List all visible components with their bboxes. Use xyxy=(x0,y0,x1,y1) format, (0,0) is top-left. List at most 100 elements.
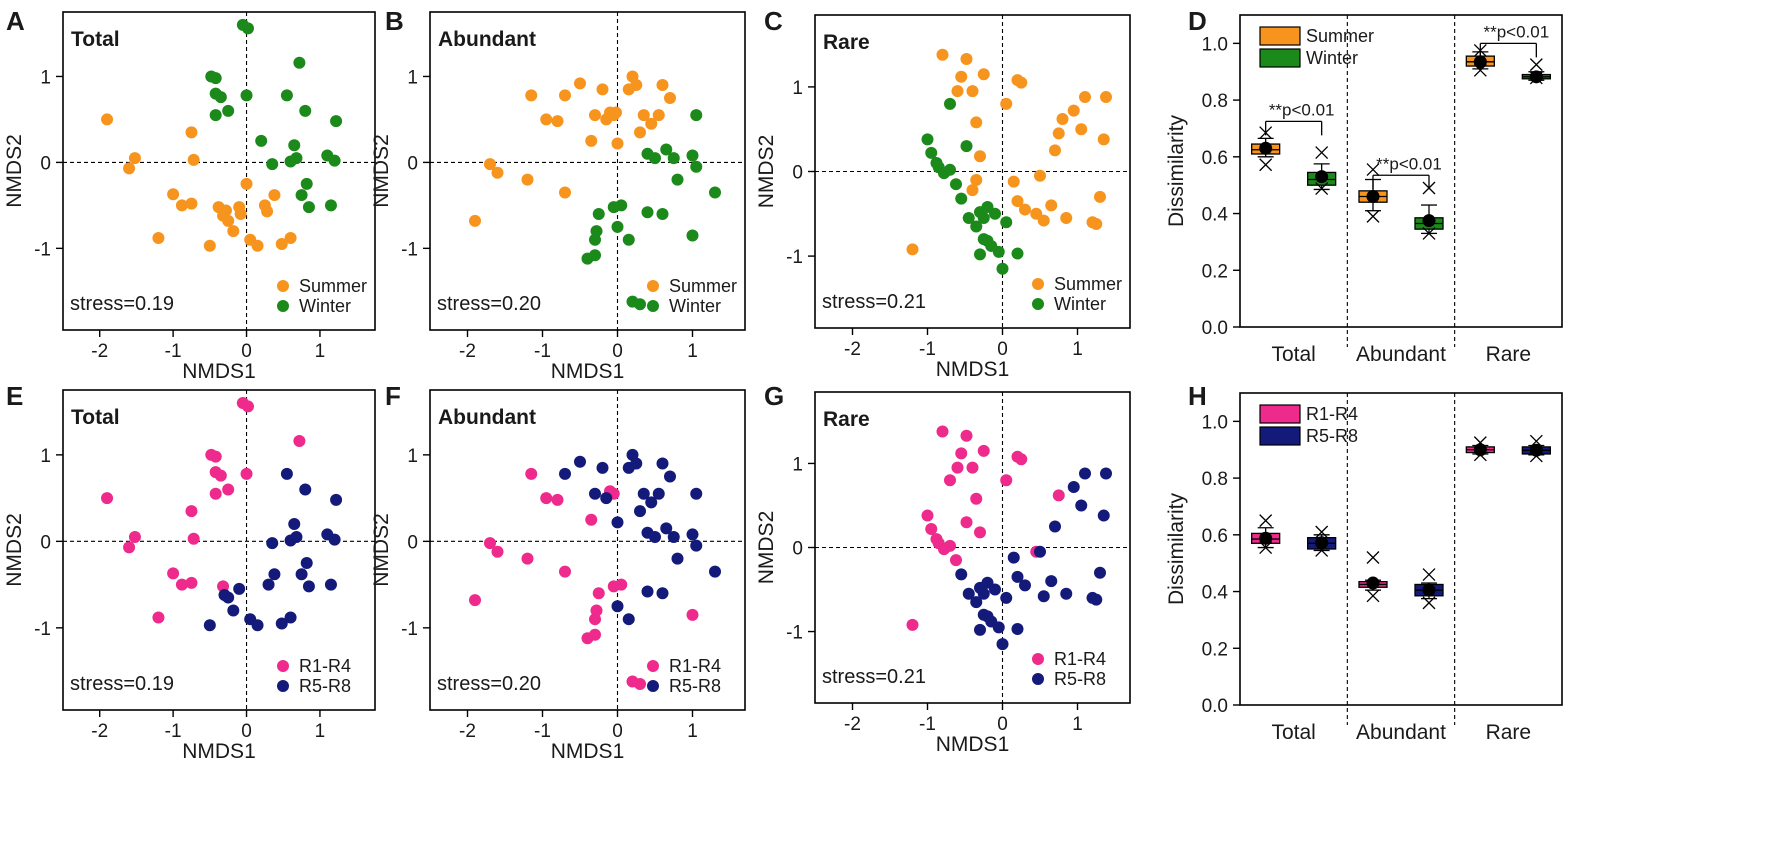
box-extreme-marker xyxy=(1259,541,1273,555)
data-point xyxy=(209,72,222,85)
box-extreme-marker xyxy=(1473,436,1487,450)
data-point xyxy=(299,483,312,496)
data-point xyxy=(214,91,227,104)
plot-frame xyxy=(62,11,376,331)
x-tick-label: -1 xyxy=(165,721,182,742)
data-point xyxy=(989,583,1001,596)
data-point xyxy=(222,483,235,496)
significance-label: **p<0.01 xyxy=(1269,100,1335,119)
data-point xyxy=(970,173,983,186)
plot-frame xyxy=(1239,14,1563,328)
x-axis-title: NMDS1 xyxy=(551,740,625,763)
data-point xyxy=(656,587,669,600)
data-point xyxy=(656,79,669,92)
data-point xyxy=(611,516,624,529)
data-point xyxy=(970,220,983,233)
data-point xyxy=(955,192,968,205)
box-mean xyxy=(1529,70,1543,84)
data-point xyxy=(686,608,699,621)
data-point xyxy=(622,613,635,626)
data-point xyxy=(540,492,553,505)
data-point xyxy=(686,229,699,242)
data-point xyxy=(660,522,673,535)
box-extreme-marker xyxy=(1422,226,1436,240)
panel-b: -2 -1 0 1 -1 0 1 NMDS1 NMDS2 B Abundant stress=0.20… xyxy=(370,6,746,383)
data-point xyxy=(671,552,684,565)
data-point xyxy=(966,85,979,98)
data-point xyxy=(261,205,274,218)
data-point xyxy=(300,556,313,569)
panel-letter: F xyxy=(385,381,401,411)
data-point xyxy=(977,212,990,225)
legend-marker xyxy=(647,660,659,672)
data-point xyxy=(989,207,1001,220)
box-mean xyxy=(1259,531,1273,545)
data-point xyxy=(219,204,232,217)
data-point xyxy=(203,619,216,632)
data-point xyxy=(540,113,553,126)
panel-title: Abundant xyxy=(438,28,536,51)
box-mean xyxy=(1315,536,1329,550)
y-tick-label: 0.4 xyxy=(1202,205,1229,226)
data-point xyxy=(925,146,938,159)
data-point xyxy=(709,186,721,199)
data-point xyxy=(921,509,934,522)
data-point xyxy=(960,52,973,65)
data-point xyxy=(128,152,141,165)
data-point xyxy=(214,469,227,482)
box-mean xyxy=(1366,190,1380,204)
y-tick-label: -1 xyxy=(401,619,418,640)
plot-frame xyxy=(62,389,376,711)
legend-marker xyxy=(277,680,289,692)
legend-label: R5-R8 xyxy=(1306,426,1358,446)
data-point xyxy=(251,619,264,632)
stress-label: stress=0.21 xyxy=(822,666,926,688)
data-point xyxy=(559,565,571,578)
data-point xyxy=(559,467,571,480)
data-point xyxy=(1037,214,1050,227)
legend-swatch xyxy=(1259,26,1301,46)
data-point xyxy=(611,600,624,613)
y-axis-title: Dissimilarity xyxy=(1165,493,1188,605)
data-point xyxy=(610,106,622,119)
data-point xyxy=(1015,76,1028,89)
x-category-label: Rare xyxy=(1486,721,1532,744)
data-point xyxy=(1056,113,1069,126)
legend-marker xyxy=(647,680,659,692)
data-point xyxy=(686,149,699,162)
legend-label: Winter xyxy=(1306,48,1358,68)
panel-f: -2 -1 0 1 -1 0 1 NMDS1 NMDS2 F Abundant stress=0.20… xyxy=(370,381,746,763)
y-tick-label: 1 xyxy=(40,67,51,88)
data-point xyxy=(1090,217,1103,230)
y-tick-label: 0 xyxy=(40,532,51,553)
data-point xyxy=(951,85,964,98)
data-point xyxy=(234,207,247,220)
data-point xyxy=(521,552,534,565)
legend-label: Winter xyxy=(669,296,721,316)
data-point xyxy=(152,611,165,624)
data-point xyxy=(951,461,964,474)
data-point xyxy=(469,214,481,227)
data-point xyxy=(227,604,240,617)
y-tick-label: 0.2 xyxy=(1202,261,1228,282)
data-point xyxy=(1060,587,1073,600)
legend-label: Winter xyxy=(1054,294,1106,314)
data-point xyxy=(950,554,962,567)
y-tick-label: 0.2 xyxy=(1202,639,1228,660)
box-mean xyxy=(1422,214,1436,228)
y-tick-label: 0.6 xyxy=(1202,526,1228,547)
data-point xyxy=(284,232,297,245)
data-point xyxy=(222,214,235,227)
data-point xyxy=(944,539,956,552)
legend-label: R5-R8 xyxy=(299,676,351,696)
data-point xyxy=(955,447,968,460)
data-point xyxy=(936,425,949,438)
x-tick-label: -2 xyxy=(844,714,861,735)
data-point xyxy=(960,516,973,529)
data-point xyxy=(686,528,699,541)
data-point xyxy=(600,492,613,505)
panel-title: Rare xyxy=(823,31,870,54)
panel-letter: H xyxy=(1188,381,1207,411)
data-point xyxy=(944,97,956,110)
data-point xyxy=(240,89,253,102)
